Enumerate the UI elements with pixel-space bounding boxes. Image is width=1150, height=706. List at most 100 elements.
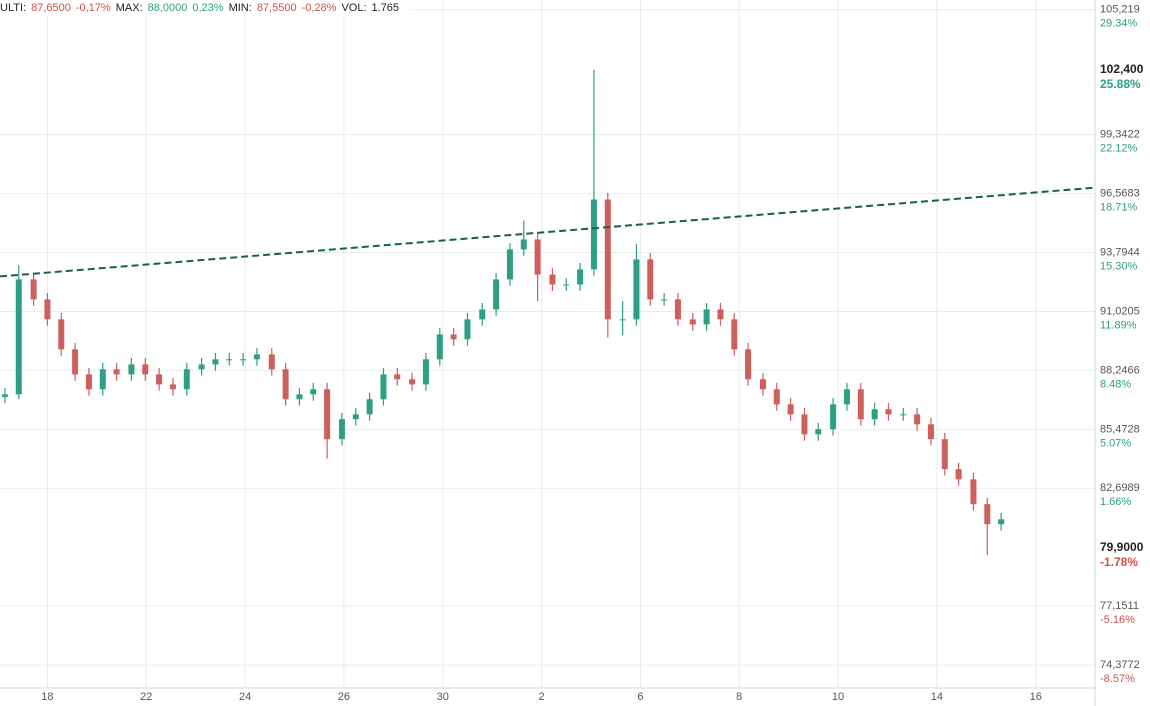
candle-body	[253, 354, 260, 360]
candle-body	[113, 369, 120, 375]
candle-body	[58, 319, 65, 350]
percent-label: 1.66%	[1100, 496, 1131, 508]
candle-body	[183, 369, 190, 390]
candle-body	[240, 359, 247, 361]
quote-label: MAX:	[115, 2, 143, 14]
candle-body	[787, 404, 794, 415]
candle-body	[296, 394, 303, 400]
candle-body	[914, 414, 921, 425]
candle-body	[745, 349, 752, 380]
candle-body	[169, 384, 176, 390]
candle-body	[436, 334, 443, 360]
price-marker-percent: -1.78%	[1100, 555, 1138, 569]
candle-body	[900, 414, 907, 416]
candle-body	[142, 364, 149, 375]
candle-body	[998, 519, 1005, 525]
candle-body	[955, 469, 962, 480]
candle-body	[563, 284, 570, 286]
candle-body	[857, 389, 864, 420]
candle-body	[380, 374, 387, 400]
candle-body	[409, 379, 416, 385]
candle-body	[590, 199, 597, 270]
quote-label: MIN:	[228, 2, 252, 14]
quote-value: 88,0000	[147, 2, 188, 14]
candle-body	[15, 279, 22, 395]
candle-body	[970, 479, 977, 505]
candle-body	[1, 394, 8, 397]
percent-label: 11.89%	[1100, 319, 1137, 331]
price-marker-label: 102,400	[1100, 62, 1144, 76]
quote-value: 87,5500	[256, 2, 297, 14]
y-tick-label: 96,5683	[1100, 188, 1140, 200]
y-tick-label: 77,1511	[1100, 600, 1139, 612]
candle-body	[984, 504, 991, 525]
candle-body	[450, 334, 457, 340]
x-tick-label: 22	[140, 691, 152, 703]
candle-body	[534, 239, 541, 275]
candle-body	[843, 389, 850, 405]
candle-body	[324, 389, 331, 440]
candle-body	[717, 309, 724, 320]
percent-label: 5.07%	[1100, 437, 1131, 449]
candle-body	[212, 359, 219, 365]
x-tick-label: 2	[539, 691, 545, 703]
x-tick-label: 10	[832, 691, 844, 703]
x-tick-label: 16	[1030, 691, 1042, 703]
candle-body	[310, 389, 317, 395]
percent-label: 18.71%	[1100, 202, 1138, 214]
candle-body	[703, 309, 710, 325]
candle-body	[689, 319, 696, 325]
price-marker-label: 79,9000	[1100, 540, 1144, 554]
percent-label: 29.34%	[1100, 18, 1138, 30]
candle-body	[941, 439, 948, 470]
y-tick-label: 93,7944	[1100, 246, 1140, 258]
y-tick-label: 74,3772	[1100, 659, 1140, 671]
x-tick-label: 18	[41, 691, 53, 703]
quote-label: VOL:	[341, 2, 367, 14]
candle-body	[44, 299, 51, 320]
candle-body	[633, 259, 640, 320]
candle-body	[871, 409, 878, 420]
candle-body	[604, 199, 611, 320]
y-tick-label: 105,219	[1100, 4, 1140, 16]
candle-body	[72, 349, 79, 375]
candle-body	[506, 249, 513, 280]
percent-label: 15.30%	[1100, 260, 1138, 272]
y-tick-label: 82,6989	[1100, 482, 1140, 494]
candle-body	[156, 374, 163, 385]
x-tick-label: 6	[637, 691, 643, 703]
candle-body	[493, 279, 500, 310]
percent-label: -8.57%	[1100, 673, 1135, 685]
x-tick-label: 8	[736, 691, 742, 703]
quote-change: 0,23%	[192, 2, 224, 14]
candle-body	[661, 299, 668, 301]
candle-body	[619, 319, 626, 321]
quote-value: 87,6500	[31, 2, 71, 14]
candle-body	[394, 374, 401, 380]
candle-body	[352, 414, 359, 420]
quote-value: 1.765	[371, 2, 400, 14]
candle-body	[422, 359, 429, 385]
moving-average	[0, 186, 1096, 278]
candle-body	[731, 319, 738, 350]
x-tick-label: 24	[239, 691, 251, 703]
quote-header: ULTI: 87,6500 -0,17% MAX: 88,0000 0,23% MIN: 87…	[0, 0, 411, 16]
candle-body	[549, 274, 556, 285]
candle-body	[85, 374, 92, 390]
y-tick-label: 99,3422	[1100, 129, 1140, 141]
candle-body	[927, 424, 934, 440]
candle-body	[268, 354, 275, 370]
candle-body	[773, 389, 780, 405]
candle-body	[674, 299, 681, 320]
percent-label: 22.12%	[1100, 143, 1138, 155]
candle-body	[30, 279, 37, 300]
x-tick-label: 26	[338, 691, 350, 703]
candle-body	[479, 309, 486, 320]
quote-change: -0,28%	[301, 2, 337, 14]
candle-body	[338, 419, 345, 440]
percent-label: -5.16%	[1100, 614, 1135, 626]
candle-body	[198, 364, 205, 370]
candle-body	[99, 369, 106, 390]
candle-body	[647, 259, 654, 300]
